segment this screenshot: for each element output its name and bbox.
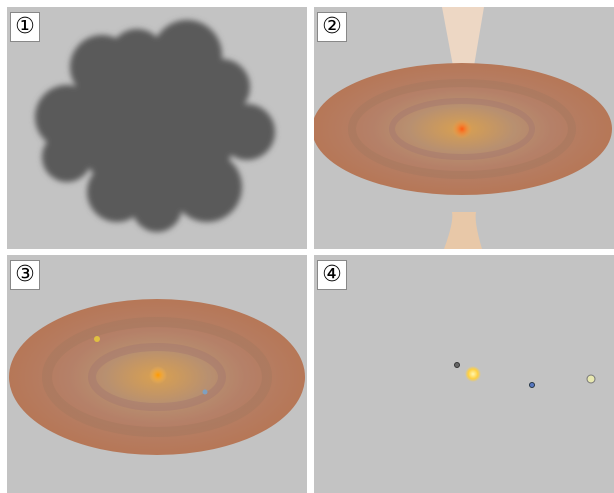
planet [203, 390, 208, 395]
planetary-system-illustration [314, 255, 614, 493]
planet [587, 375, 595, 383]
panel-label: ③ [10, 260, 40, 290]
panel: ① [7, 7, 307, 249]
planet [94, 336, 100, 342]
disk-jet-illustration [314, 7, 614, 249]
panel-label: ④ [317, 260, 347, 290]
planet [455, 363, 460, 368]
planet [530, 383, 535, 388]
star [149, 366, 167, 384]
figure: ① ② ③ [0, 0, 614, 493]
panel-label: ① [10, 12, 40, 42]
protostar [452, 119, 472, 139]
panel: ④ [314, 255, 614, 493]
disk-planets-illustration [7, 255, 307, 493]
panel: ② [314, 7, 614, 249]
star [465, 366, 481, 382]
panel: ③ [7, 255, 307, 493]
cloud [35, 20, 275, 232]
jet [444, 212, 482, 249]
cloud-illustration [7, 7, 307, 249]
panel-label: ② [317, 12, 347, 42]
